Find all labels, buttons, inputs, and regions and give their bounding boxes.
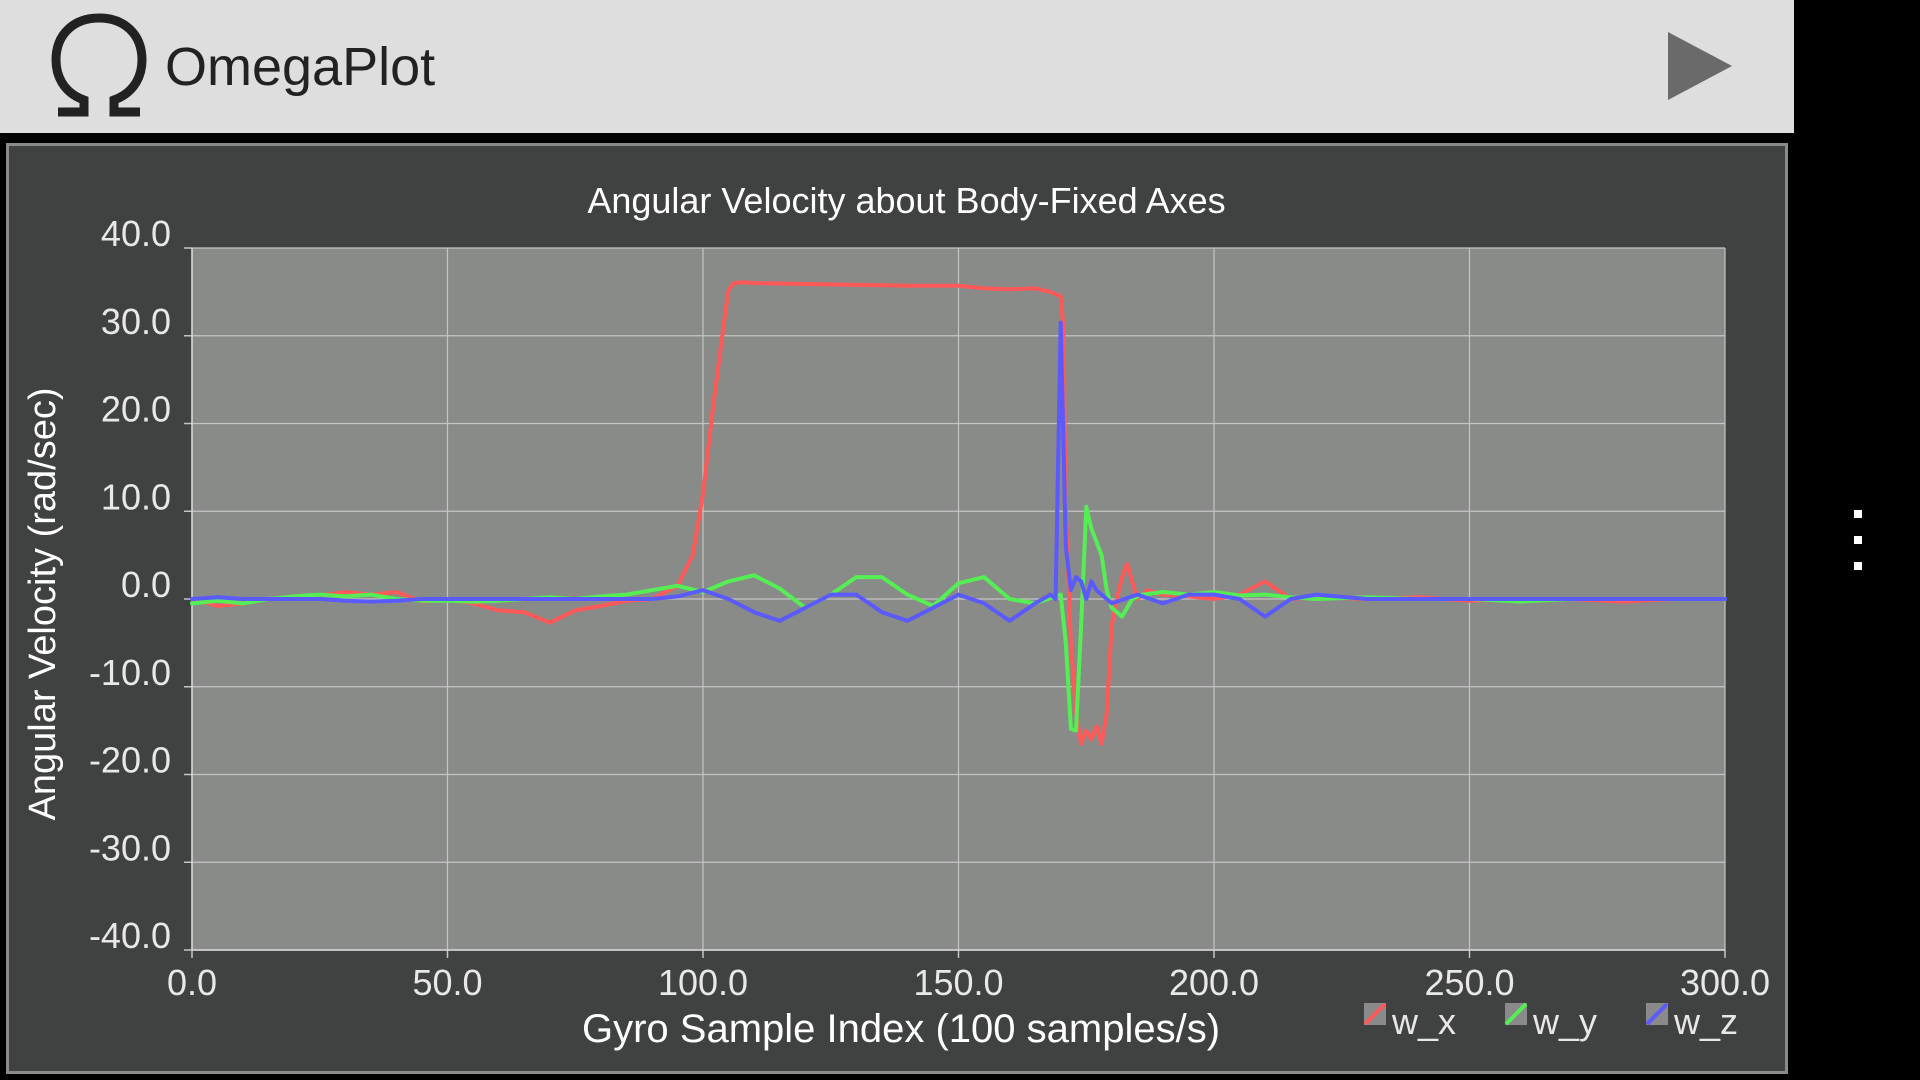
y-tick-label: 30.0 <box>101 301 171 342</box>
legend: w_x w_y w_z <box>1363 1001 1738 1042</box>
grid <box>191 247 1726 951</box>
legend-label: w_z <box>1673 1001 1738 1042</box>
legend-swatch-line <box>1645 1002 1669 1026</box>
chart-title: Angular Velocity about Body-Fixed Axes <box>587 180 1225 221</box>
x-tick-label: 0.0 <box>167 962 217 1003</box>
overflow-dot <box>1854 510 1862 518</box>
chart-panel: 0.0 50.0 100.0 150.0 200.0 250.0 300.0 40.0 30.0… <box>6 143 1788 1074</box>
y-tick-label: 0.0 <box>121 564 171 605</box>
x-tick-label: 300.0 <box>1680 962 1770 1003</box>
overflow-dot <box>1854 536 1862 544</box>
y-tick-label: -10.0 <box>89 652 171 693</box>
legend-swatch-line <box>1504 1002 1528 1026</box>
legend-label: w_y <box>1532 1001 1597 1042</box>
y-tick-label: 20.0 <box>101 389 171 430</box>
series-lines <box>190 280 1727 746</box>
app-title: OmegaPlot <box>165 37 436 97</box>
y-tick-label: -40.0 <box>89 915 171 956</box>
overflow-menu-icon[interactable] <box>1840 510 1876 570</box>
action-bar: OmegaPlot <box>0 0 1794 133</box>
x-axis-label: Gyro Sample Index (100 samples/s) <box>582 1007 1220 1051</box>
y-axis-label: Angular Velocity (rad/sec) <box>22 388 64 821</box>
y-tick-label: -20.0 <box>89 740 171 781</box>
x-tick-label: 50.0 <box>412 962 482 1003</box>
play-icon[interactable] <box>1660 26 1740 106</box>
y-tick-label: 10.0 <box>101 476 171 517</box>
x-tick-label: 200.0 <box>1169 962 1259 1003</box>
legend-swatch-line <box>1363 1002 1387 1026</box>
x-tick-label: 100.0 <box>658 962 748 1003</box>
legend-item-w-z: w_z <box>1645 1001 1738 1042</box>
series-line-w-z <box>190 320 1727 623</box>
y-tick-label: 40.0 <box>101 213 171 254</box>
overflow-dot <box>1854 562 1862 570</box>
angular-velocity-chart: 0.0 50.0 100.0 150.0 200.0 250.0 300.0 40.0 30.0… <box>22 180 1770 1051</box>
series-line-w-y <box>190 504 1727 733</box>
legend-item-w-y: w_y <box>1504 1001 1597 1042</box>
legend-item-w-x: w_x <box>1363 1001 1456 1042</box>
x-tick-label: 150.0 <box>913 962 1003 1003</box>
legend-label: w_x <box>1391 1001 1456 1042</box>
omega-icon <box>51 13 147 117</box>
y-tick-label: -30.0 <box>89 827 171 868</box>
x-tick-label: 250.0 <box>1424 962 1514 1003</box>
